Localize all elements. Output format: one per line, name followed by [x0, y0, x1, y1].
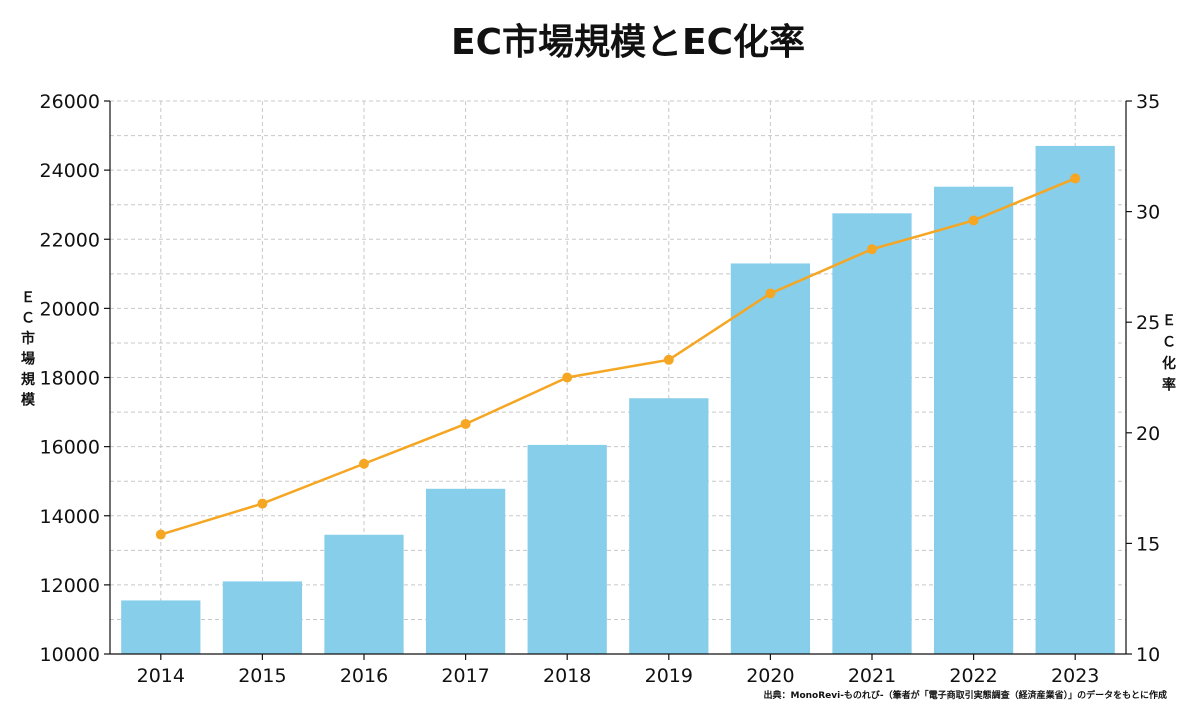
bar — [222, 581, 303, 654]
tick-labels: 10000 12000 14000 16000 18000 20000 22000 24000… — [40, 91, 1161, 687]
y2-tick-label: 20 — [1136, 423, 1160, 445]
y2-tick-label: 15 — [1136, 533, 1160, 555]
rate-point — [765, 288, 776, 299]
y-tick-label: 20000 — [40, 298, 100, 320]
x-tick-label: 2014 — [137, 665, 185, 687]
x-tick-label: 2015 — [238, 665, 286, 687]
rate-point — [968, 215, 979, 226]
bar — [629, 398, 709, 654]
rate-point — [460, 418, 471, 429]
rate-line — [155, 173, 1081, 540]
y-tick-label: 26000 — [40, 91, 100, 113]
bar — [527, 444, 607, 654]
axes — [104, 100, 1132, 660]
rate-point — [1070, 173, 1081, 184]
source-note: 出典：MonoRevi-ものれび-（筆者が「電子商取引実態調査（経済産業省）」の… — [763, 689, 1167, 701]
bar — [121, 600, 201, 654]
x-tick-label: 2022 — [949, 665, 997, 687]
y-tick-label: 18000 — [40, 368, 100, 390]
chart-title: EC市場規模とEC化率 — [451, 22, 805, 63]
x-tick-label: 2019 — [645, 665, 693, 687]
bar — [324, 534, 404, 654]
x-tick-label: 2018 — [543, 665, 591, 687]
bar — [933, 186, 1014, 654]
y-tick-label: 10000 — [40, 644, 100, 666]
bar — [1035, 145, 1115, 654]
rate-line-path — [160, 177, 1076, 536]
x-tick-label: 2017 — [441, 665, 489, 687]
bars — [121, 145, 1115, 654]
x-tick-label: 2021 — [848, 665, 896, 687]
x-tick-label: 2016 — [340, 665, 388, 687]
y-tick-label: 24000 — [40, 160, 100, 182]
y-tick-label: 14000 — [40, 506, 100, 528]
x-tick-label: 2023 — [1051, 665, 1099, 687]
y-tick-label: 22000 — [40, 229, 100, 251]
y2-tick-label: 10 — [1136, 644, 1160, 666]
x-tick-label: 2020 — [746, 665, 794, 687]
y2-axis-label: ＥＣ化率 — [1162, 313, 1176, 394]
rate-point — [867, 244, 877, 255]
y-tick-label: 12000 — [40, 575, 100, 597]
bar — [832, 213, 912, 654]
rate-point — [562, 372, 573, 383]
rate-point — [257, 498, 268, 509]
rate-point — [155, 529, 166, 540]
rate-point — [663, 354, 674, 365]
rate-point — [359, 458, 369, 469]
y2-tick-label: 30 — [1136, 202, 1160, 224]
bar — [425, 488, 506, 654]
y2-tick-label: 25 — [1136, 312, 1160, 334]
bar — [730, 263, 811, 654]
y2-tick-label: 35 — [1136, 91, 1160, 113]
y-tick-label: 16000 — [40, 437, 100, 459]
y-axis-label: ＥＣ市場規模 — [21, 290, 36, 409]
